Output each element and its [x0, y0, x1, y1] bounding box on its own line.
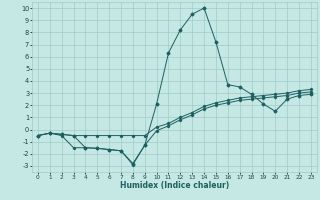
X-axis label: Humidex (Indice chaleur): Humidex (Indice chaleur) [120, 181, 229, 190]
